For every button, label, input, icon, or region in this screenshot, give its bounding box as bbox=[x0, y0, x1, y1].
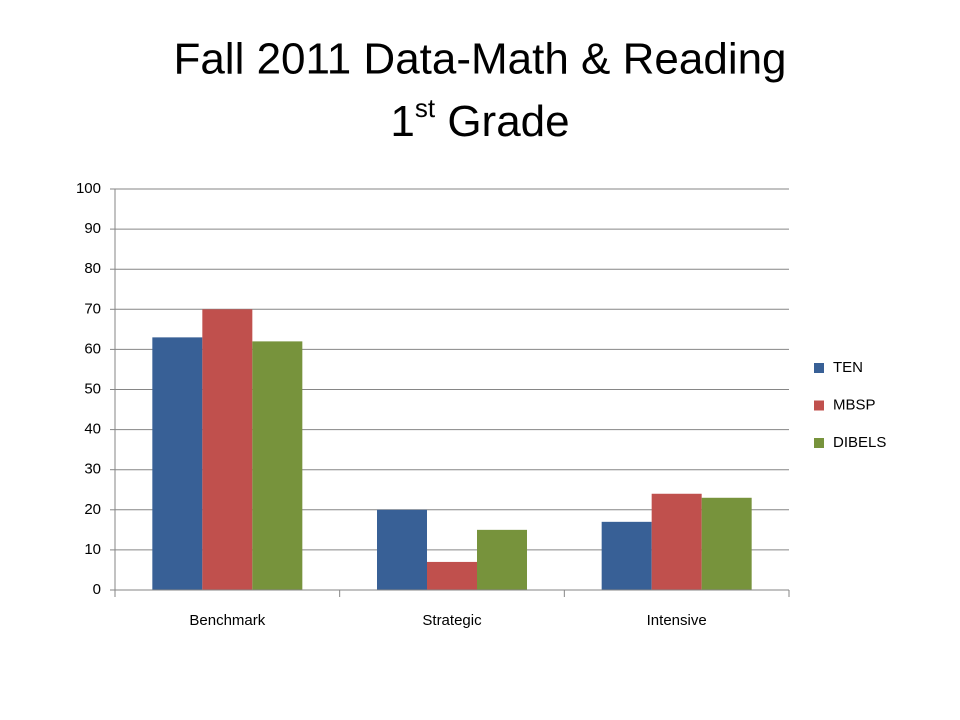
y-tick-label: 60 bbox=[84, 340, 101, 357]
legend-label: MBSP bbox=[833, 396, 876, 413]
title-superscript: st bbox=[415, 93, 436, 123]
bar bbox=[377, 509, 427, 590]
x-tick-label: Benchmark bbox=[189, 612, 265, 629]
legend-swatch bbox=[814, 400, 824, 411]
y-tick-label: 30 bbox=[84, 461, 101, 478]
chart-title: Fall 2011 Data-Math & Reading bbox=[173, 35, 786, 84]
bar bbox=[152, 337, 203, 590]
chart-title: 1st Grade bbox=[390, 93, 569, 146]
bar bbox=[202, 309, 253, 590]
bar bbox=[701, 497, 752, 590]
title-part: Grade bbox=[435, 97, 570, 146]
y-tick-label: 90 bbox=[84, 220, 101, 237]
bar bbox=[651, 493, 702, 590]
y-tick-label: 10 bbox=[84, 541, 101, 558]
bar bbox=[477, 529, 527, 590]
bar bbox=[252, 341, 303, 590]
legend-label: TEN bbox=[833, 359, 863, 376]
y-tick-label: 50 bbox=[84, 380, 101, 397]
y-tick-label: 100 bbox=[76, 180, 101, 197]
bar bbox=[427, 561, 477, 590]
y-tick-label: 40 bbox=[84, 421, 101, 438]
legend-label: DIBELS bbox=[833, 434, 886, 451]
y-tick-label: 70 bbox=[84, 300, 101, 317]
legend-swatch bbox=[814, 363, 824, 373]
legend-swatch bbox=[814, 438, 824, 448]
y-tick-label: 80 bbox=[84, 260, 101, 277]
x-tick-label: Intensive bbox=[647, 612, 707, 629]
y-tick-label: 20 bbox=[84, 501, 101, 518]
y-tick-label: 0 bbox=[93, 581, 101, 598]
x-tick-label: Strategic bbox=[422, 612, 482, 629]
bar bbox=[601, 521, 652, 590]
title-part: 1 bbox=[390, 97, 414, 146]
